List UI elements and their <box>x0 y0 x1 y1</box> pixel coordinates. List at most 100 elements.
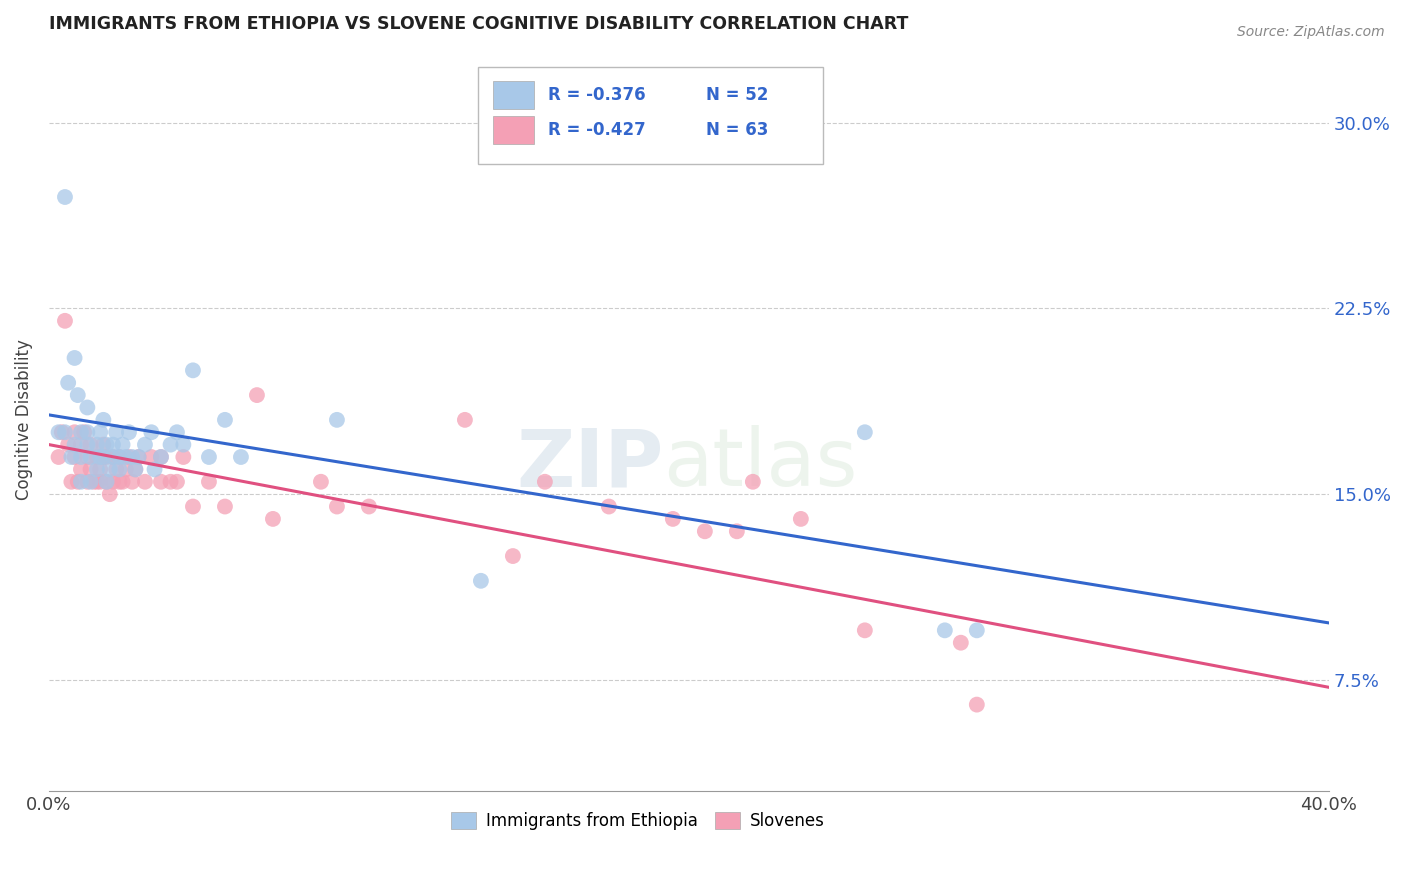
Point <box>108 450 131 464</box>
Point <box>70 425 93 440</box>
Point <box>326 413 349 427</box>
FancyBboxPatch shape <box>494 116 534 145</box>
Point <box>309 475 332 489</box>
Y-axis label: Cognitive Disability: Cognitive Disability <box>15 340 32 500</box>
FancyBboxPatch shape <box>494 81 534 110</box>
Point <box>853 425 876 440</box>
Point <box>63 450 86 464</box>
Point <box>89 425 111 440</box>
Text: R = -0.376: R = -0.376 <box>548 87 645 104</box>
Point <box>48 450 70 464</box>
Point <box>60 450 83 464</box>
Point <box>73 425 96 440</box>
Point <box>53 314 76 328</box>
Point <box>262 512 284 526</box>
Point <box>181 363 204 377</box>
Point <box>53 425 76 440</box>
Point <box>86 462 108 476</box>
Point <box>172 437 194 451</box>
Point <box>66 475 89 489</box>
Text: IMMIGRANTS FROM ETHIOPIA VS SLOVENE COGNITIVE DISABILITY CORRELATION CHART: IMMIGRANTS FROM ETHIOPIA VS SLOVENE COGN… <box>49 15 908 33</box>
Point <box>83 475 105 489</box>
Point <box>101 450 124 464</box>
Point <box>149 475 172 489</box>
Point <box>214 413 236 427</box>
Text: Source: ZipAtlas.com: Source: ZipAtlas.com <box>1237 25 1385 39</box>
Point <box>70 475 93 489</box>
Point <box>166 475 188 489</box>
Point <box>60 475 83 489</box>
Point <box>326 500 349 514</box>
Point <box>853 624 876 638</box>
Point <box>93 450 115 464</box>
Point <box>141 450 163 464</box>
Point <box>89 450 111 464</box>
Point <box>79 437 101 451</box>
Point <box>86 450 108 464</box>
Point <box>470 574 492 588</box>
Point <box>93 437 115 451</box>
Point <box>502 549 524 563</box>
Point <box>63 425 86 440</box>
Point <box>534 475 557 489</box>
Point <box>172 450 194 464</box>
Point <box>966 624 988 638</box>
Point <box>98 462 121 476</box>
Point <box>166 425 188 440</box>
Point <box>96 475 118 489</box>
Point <box>124 462 146 476</box>
Point <box>198 475 221 489</box>
Point <box>93 450 115 464</box>
Point <box>108 462 131 476</box>
Point <box>105 462 128 476</box>
Text: N = 52: N = 52 <box>706 87 768 104</box>
Point <box>76 425 98 440</box>
Point <box>86 437 108 451</box>
Point <box>53 190 76 204</box>
Point <box>124 462 146 476</box>
Point <box>114 462 136 476</box>
Point <box>128 450 150 464</box>
Point <box>108 450 131 464</box>
Point <box>101 475 124 489</box>
Point <box>741 475 763 489</box>
Point <box>48 425 70 440</box>
Point <box>662 512 685 526</box>
Point <box>79 475 101 489</box>
Point <box>159 437 181 451</box>
Point <box>598 500 620 514</box>
Point <box>121 450 143 464</box>
Point <box>76 450 98 464</box>
Point <box>79 462 101 476</box>
Point <box>105 425 128 440</box>
Point <box>966 698 988 712</box>
Point <box>134 437 156 451</box>
Point <box>98 487 121 501</box>
Point <box>89 462 111 476</box>
Point <box>51 425 73 440</box>
Point <box>934 624 956 638</box>
Point <box>76 437 98 451</box>
Point <box>111 437 134 451</box>
Point <box>454 413 477 427</box>
Point <box>118 425 141 440</box>
FancyBboxPatch shape <box>478 67 824 163</box>
Point <box>121 475 143 489</box>
Point <box>790 512 813 526</box>
Point <box>693 524 716 539</box>
Point <box>96 450 118 464</box>
Point <box>357 500 380 514</box>
Point <box>214 500 236 514</box>
Point <box>93 413 115 427</box>
Point <box>149 450 172 464</box>
Text: R = -0.427: R = -0.427 <box>548 121 645 139</box>
Point <box>96 437 118 451</box>
Point <box>128 450 150 464</box>
Point <box>76 475 98 489</box>
Point <box>108 475 131 489</box>
Point <box>141 425 163 440</box>
Point <box>63 437 86 451</box>
Point <box>149 450 172 464</box>
Point <box>246 388 269 402</box>
Point <box>134 475 156 489</box>
